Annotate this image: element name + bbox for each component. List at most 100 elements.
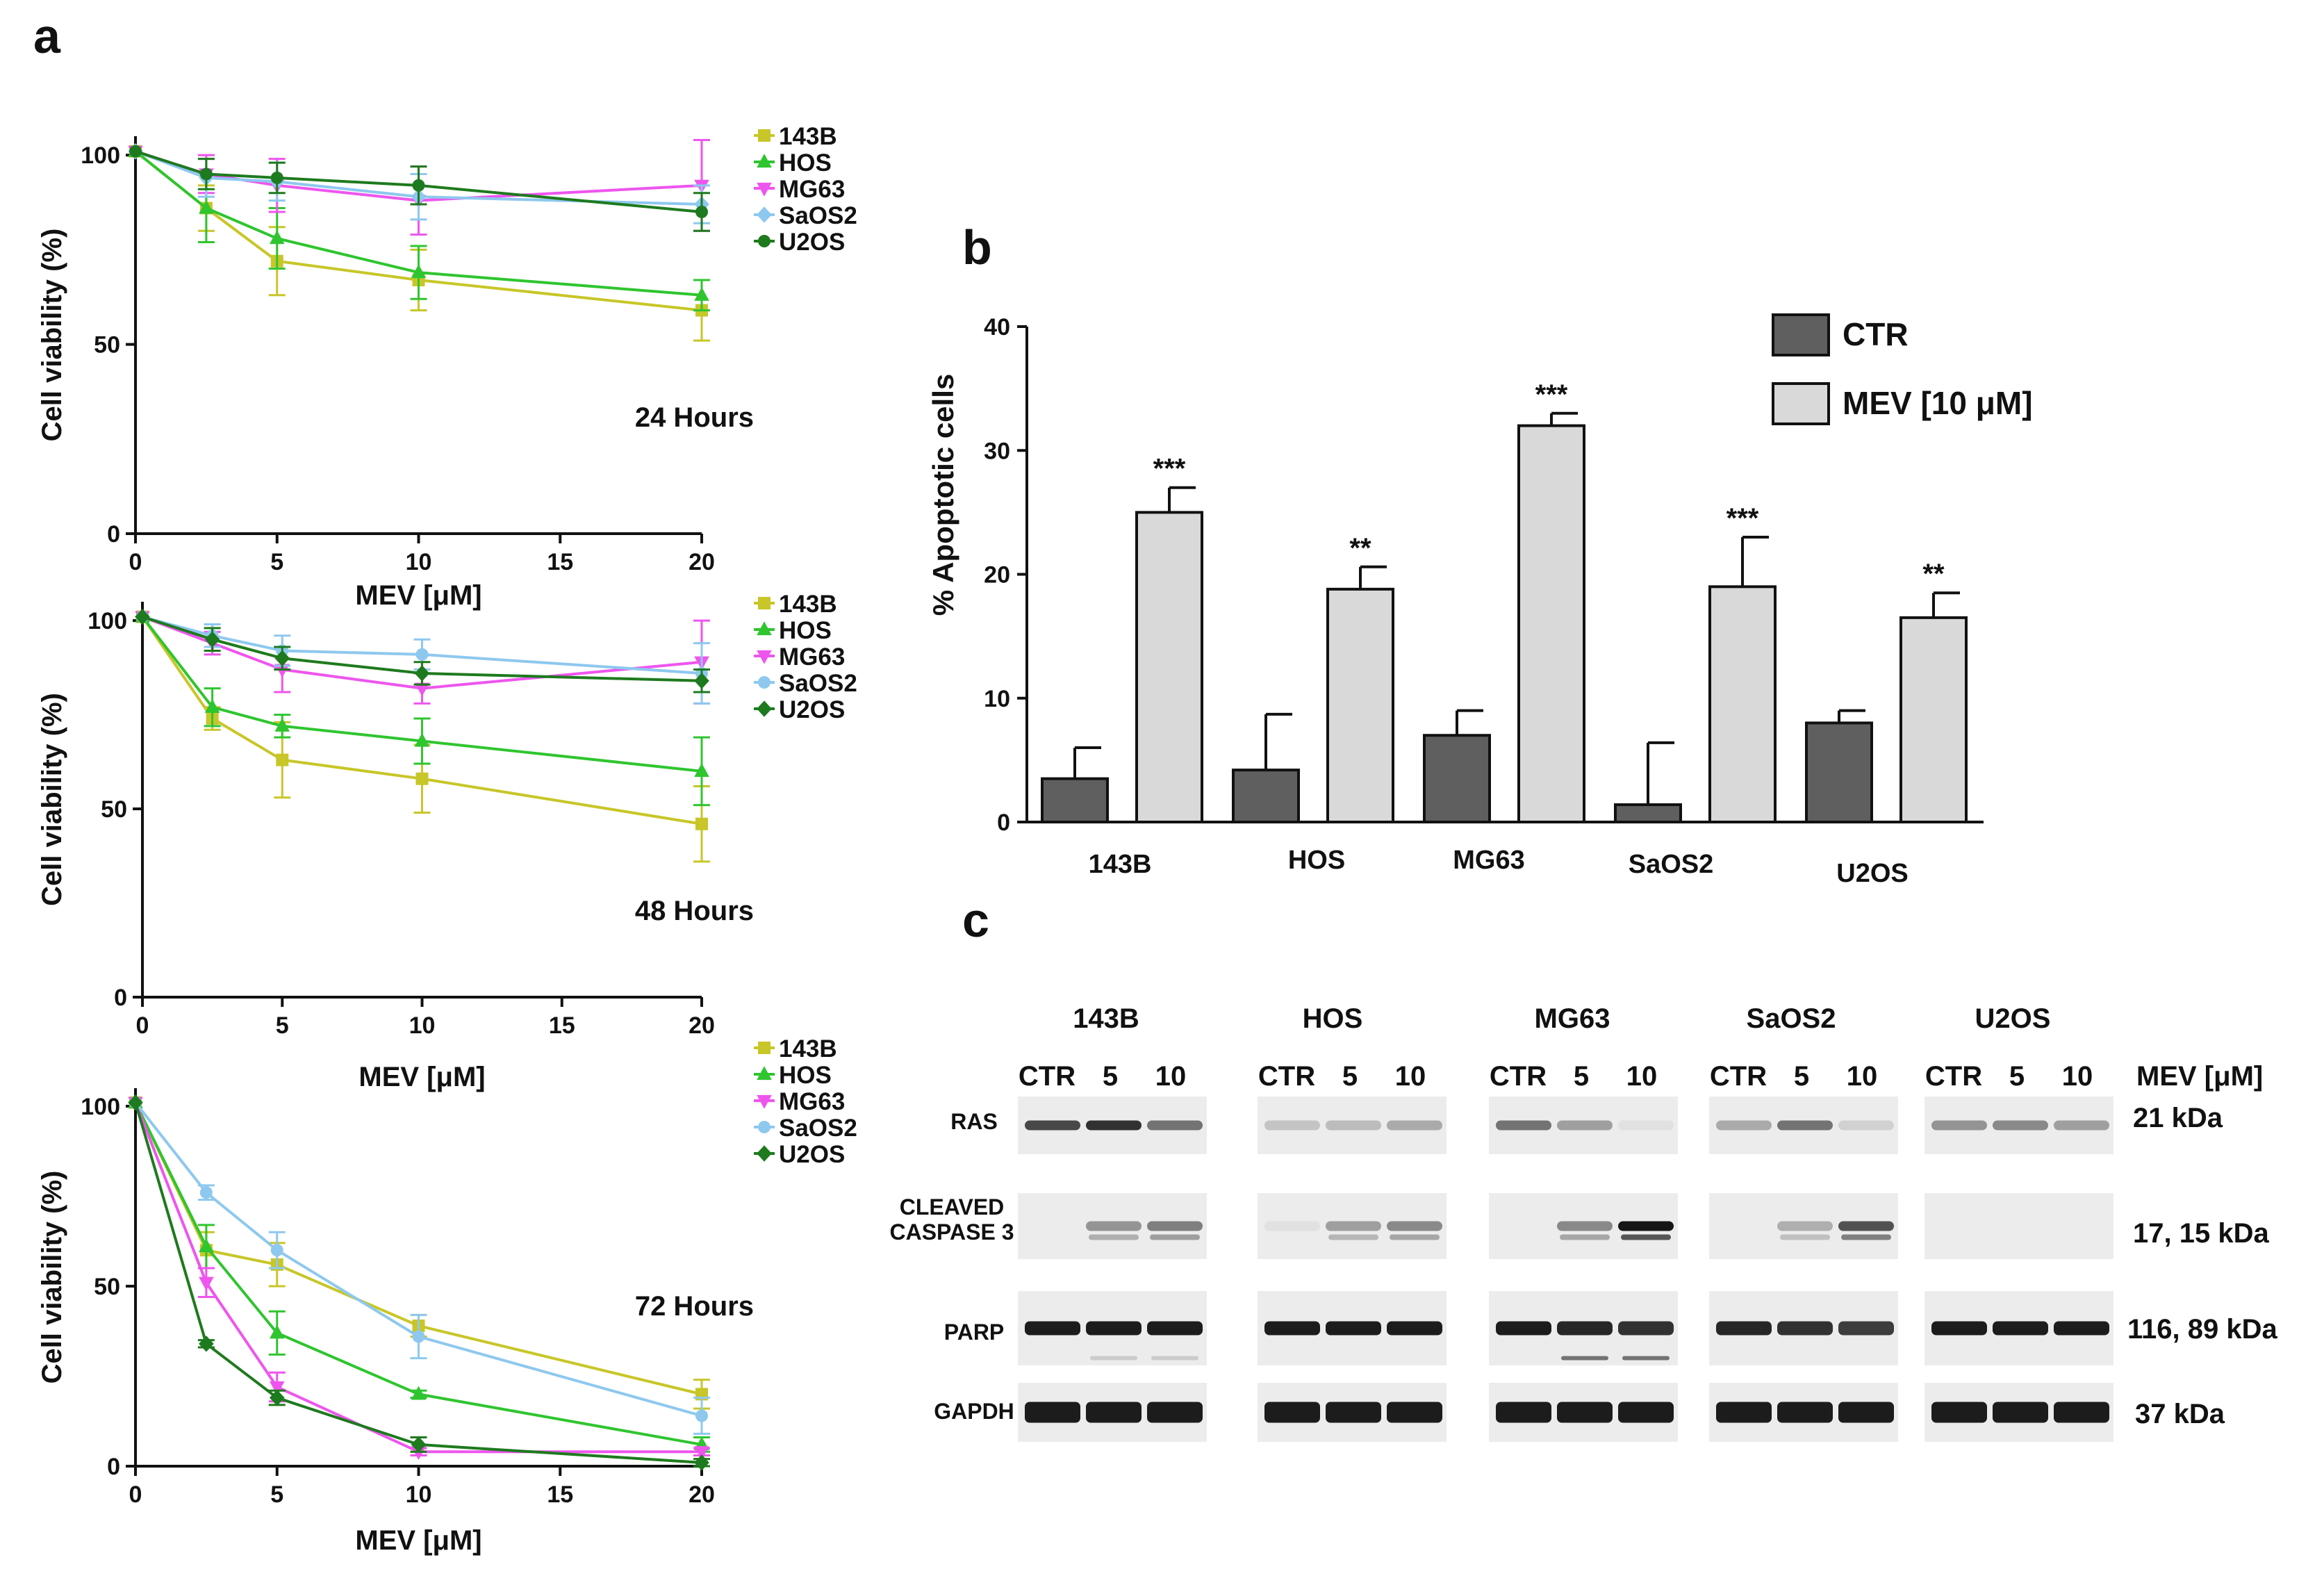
blot-band xyxy=(1931,1120,1987,1131)
blot-band xyxy=(1086,1221,1142,1231)
legend-marker-saos2 xyxy=(757,206,772,223)
blot-lane-label: 5 xyxy=(1342,1061,1358,1092)
y-tick-label: 30 xyxy=(984,438,1010,464)
blot-band xyxy=(1838,1221,1894,1231)
legend-marker-143b xyxy=(758,1042,770,1054)
series-line-saos2 xyxy=(134,1101,702,1418)
legend-label-ctr: CTR xyxy=(1843,316,1909,352)
category-label-143b: 143B xyxy=(1089,850,1152,879)
viability-chart-24h: 0 50 100 0 5 10 15 20 MEV [μM] Cell viability (%)… xyxy=(37,123,857,611)
data-point-hos xyxy=(411,264,427,279)
data-point-hos xyxy=(199,1238,214,1253)
legend-label-u2os: U2OS xyxy=(779,696,845,723)
time-annotation: 48 Hours xyxy=(635,896,754,926)
panel-label-b: b xyxy=(962,220,992,274)
data-point-143b xyxy=(415,772,429,785)
blot-band xyxy=(1264,1221,1320,1231)
x-tick-label: 10 xyxy=(409,1012,436,1039)
bar-ctr-mg63 xyxy=(1423,734,1491,823)
blot-cell-line-u2os: U2OS xyxy=(1975,1003,2051,1034)
blot-row-label: PARP xyxy=(944,1320,1005,1345)
blot-band xyxy=(1931,1321,1987,1336)
blot-band xyxy=(1150,1234,1200,1240)
legend-marker-hos xyxy=(757,1066,772,1081)
blot-band xyxy=(1618,1221,1674,1231)
blot-lane-unit: MEV [μM] xyxy=(2136,1061,2263,1092)
blot-band xyxy=(1618,1321,1674,1336)
legend-marker-mg63 xyxy=(757,1094,772,1109)
blot-band xyxy=(1838,1402,1894,1423)
data-point-hos xyxy=(411,1386,427,1400)
x-tick-label: 20 xyxy=(689,1481,715,1508)
data-point-mg63 xyxy=(411,1446,427,1460)
blot-band xyxy=(1780,1234,1830,1240)
data-point-u2os xyxy=(204,631,220,648)
data-point-u2os xyxy=(414,665,430,682)
legend-label-143b: 143B xyxy=(779,591,837,618)
legend-label-mg63: MG63 xyxy=(779,176,845,203)
data-point-u2os xyxy=(199,1336,214,1352)
x-tick-label: 5 xyxy=(270,549,283,575)
legend-marker-u2os xyxy=(757,1145,772,1162)
data-point-hos xyxy=(269,230,285,245)
blot-band xyxy=(1390,1234,1440,1240)
data-point-saos2 xyxy=(695,1409,708,1422)
blot-lane-label: 5 xyxy=(1794,1061,1809,1092)
legend-marker-143b xyxy=(758,597,770,609)
data-point-mg63 xyxy=(414,682,430,697)
x-tick-label: 5 xyxy=(276,1012,289,1039)
blot-band xyxy=(1777,1120,1833,1131)
blot-band xyxy=(1326,1321,1381,1336)
legend-label-143b: 143B xyxy=(779,1035,837,1062)
data-point-u2os xyxy=(128,1094,143,1111)
blot-band xyxy=(1931,1402,1987,1423)
blot-lane-label: 10 xyxy=(2062,1061,2093,1092)
legend-marker-saos2 xyxy=(758,1121,770,1133)
legend-marker-u2os xyxy=(758,235,770,247)
data-point-mg63 xyxy=(269,1381,285,1395)
blot-lane-label: CTR xyxy=(1925,1061,1982,1092)
bar-mev-u2os xyxy=(1899,616,1968,823)
y-tick-label: 0 xyxy=(114,985,127,1011)
blot-band xyxy=(1557,1120,1613,1131)
blot-lane-label: CTR xyxy=(1019,1061,1076,1092)
data-point-mg63 xyxy=(694,1446,709,1460)
y-tick-label: 50 xyxy=(94,1274,120,1300)
blot-kda-label: 37 kDa xyxy=(2135,1399,2225,1429)
x-tick-label: 15 xyxy=(547,549,573,575)
data-point-hos xyxy=(269,1324,285,1339)
blot-cell-line-mg63: MG63 xyxy=(1535,1003,1610,1034)
y-axis-label: % Apoptotic cells xyxy=(927,374,959,616)
blot-band xyxy=(1086,1120,1142,1131)
legend-label-u2os: U2OS xyxy=(779,229,845,256)
significance-label: ** xyxy=(1922,559,1945,589)
blot-band xyxy=(1387,1120,1442,1131)
blot-band xyxy=(1025,1402,1080,1423)
legend-label-saos2: SaOS2 xyxy=(779,1115,857,1142)
blot-band xyxy=(1147,1120,1203,1131)
blot-cell-line-saos2: SaOS2 xyxy=(1747,1003,1836,1034)
blot-cell-line-hos: HOS xyxy=(1303,1003,1363,1034)
blot-lane-label: 5 xyxy=(1103,1061,1118,1092)
time-annotation: 72 Hours xyxy=(635,1291,754,1322)
y-tick-label: 50 xyxy=(101,796,127,823)
blot-band xyxy=(1618,1402,1674,1423)
category-label-hos: HOS xyxy=(1288,846,1345,875)
x-tick-label: 20 xyxy=(689,549,715,575)
data-point-saos2 xyxy=(270,1244,283,1257)
panel-label-a: a xyxy=(33,9,61,63)
blot-row-label: CASPASE 3 xyxy=(889,1219,1014,1245)
legend-label-mg63: MG63 xyxy=(779,1088,845,1115)
blot-band xyxy=(1387,1321,1442,1336)
blot-band xyxy=(1326,1221,1381,1231)
category-label-saos2: SaOS2 xyxy=(1629,850,1714,879)
blot-band xyxy=(2054,1321,2109,1336)
x-axis-label: MEV [μM] xyxy=(355,580,481,611)
blot-band xyxy=(1777,1402,1833,1423)
blot-membrane xyxy=(1258,1097,1447,1154)
blot-band xyxy=(1557,1402,1613,1423)
legend-marker-saos2 xyxy=(758,676,770,689)
x-axis-label: MEV [μM] xyxy=(359,1062,485,1092)
legend-marker-mg63 xyxy=(757,182,772,197)
